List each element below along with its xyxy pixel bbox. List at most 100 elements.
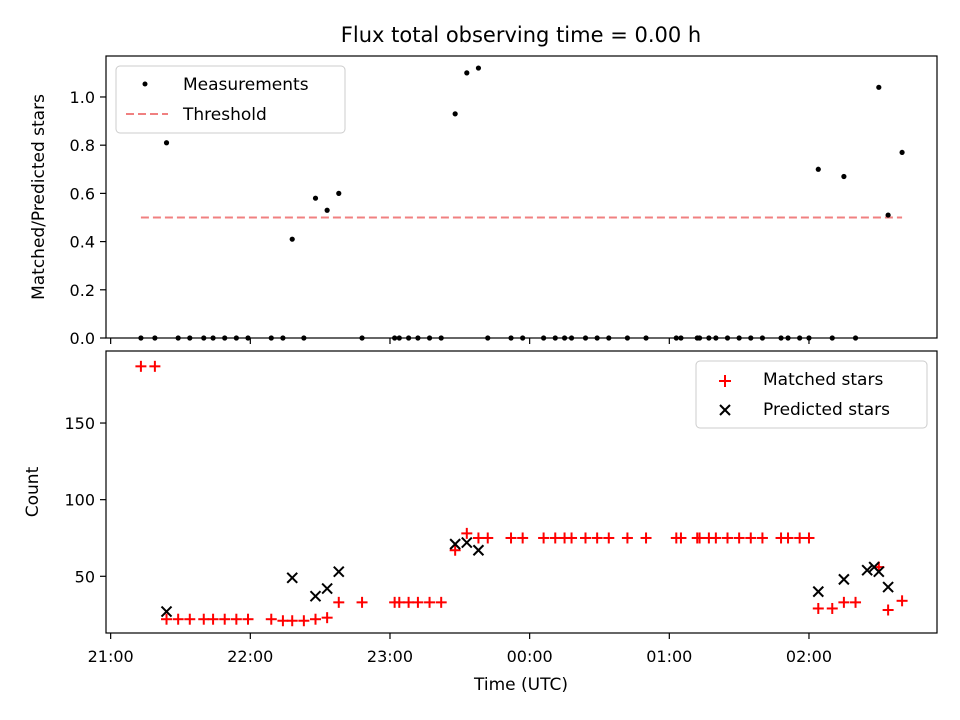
matched-star-point — [803, 532, 815, 544]
matched-star-point — [505, 532, 517, 544]
measurement-point — [876, 84, 882, 90]
top-y-axis-label: Matched/Predicted stars — [29, 94, 49, 300]
predicted-star-point — [461, 536, 473, 549]
bottom-axes-frame — [105, 350, 938, 634]
matched-star-point — [603, 532, 615, 544]
matched-star-point — [265, 613, 277, 625]
matched-star-point — [517, 532, 529, 544]
top-legend-box — [115, 65, 346, 134]
matched-star-point — [812, 602, 824, 614]
matched-star-point — [482, 532, 494, 544]
bottom-plot-area — [135, 360, 908, 627]
matched-star-point — [277, 615, 289, 627]
matched-star-point — [838, 596, 850, 608]
measurement-point — [312, 195, 319, 201]
x-tick-label: 01:00 — [646, 647, 692, 666]
matched-star-point — [640, 532, 652, 544]
matched-star-point — [745, 532, 757, 544]
matched-star-point — [722, 532, 734, 544]
top-legend: Measurements Threshold — [115, 65, 346, 134]
matched-star-point — [135, 360, 147, 372]
matched-star-point — [184, 613, 196, 625]
matched-star-point — [472, 532, 484, 544]
top-x-ticks — [110, 338, 810, 344]
predicted-star-point — [882, 581, 894, 593]
x-axis-label: Time (UTC) — [473, 675, 568, 695]
matched-star-point — [896, 595, 908, 607]
legend-dot-icon — [142, 81, 148, 87]
matched-star-point — [356, 596, 368, 608]
bottom-y-tick-label: 100 — [64, 491, 95, 510]
measurement-point — [289, 236, 295, 242]
legend-label-threshold: Threshold — [182, 105, 267, 125]
top-y-tick-label: 0.0 — [70, 329, 95, 348]
bottom-y-tick-label: 50 — [75, 567, 95, 586]
predicted-star-point — [472, 544, 485, 556]
matched-star-point — [591, 532, 603, 544]
chart-title: Flux total observing time = 0.00 h — [341, 23, 701, 47]
matched-star-point — [393, 596, 405, 608]
matched-star-point — [580, 532, 592, 544]
matched-star-point — [435, 596, 447, 608]
measurement-point — [452, 111, 458, 117]
matched-star-point — [219, 613, 231, 625]
matched-star-point — [675, 532, 687, 544]
matched-star-point — [149, 360, 161, 372]
top-y-tick-label: 1.0 — [70, 88, 95, 107]
measurement-point — [815, 166, 821, 172]
predicted-star-point — [449, 538, 461, 550]
matched-star-point — [566, 532, 578, 544]
measurement-point — [899, 149, 905, 156]
matched-star-point — [198, 613, 210, 625]
top-y-tick-label: 0.8 — [70, 136, 95, 155]
matched-star-point — [461, 527, 473, 539]
predicted-star-point — [812, 585, 824, 598]
matched-star-point — [333, 596, 345, 608]
matched-star-point — [298, 615, 310, 627]
measurement-point — [163, 140, 170, 146]
matched-star-point — [694, 532, 706, 544]
bottom-legend: Matched stars Predicted stars — [695, 360, 928, 429]
matched-star-point — [412, 596, 424, 608]
matched-star-point — [172, 613, 184, 625]
bottom-legend-box — [695, 360, 928, 429]
top-panel: 0.0 0.2 0.4 0.6 0.8 1.0 Matched/Predicted sta… — [29, 55, 938, 348]
matched-star-point — [242, 613, 254, 625]
matched-star-point — [286, 615, 298, 627]
x-tick-label: 23:00 — [367, 647, 413, 666]
measurement-point — [464, 70, 470, 76]
bottom-x-ticks: 21:00 22:00 23:00 00:00 01:00 02:00 — [88, 633, 832, 666]
matched-star-point — [207, 613, 219, 625]
matched-star-point — [309, 613, 321, 625]
matched-star-point — [538, 532, 550, 544]
matched-star-point — [403, 596, 415, 608]
matched-star-point — [621, 532, 633, 544]
bottom-y-axis-label: Count — [23, 466, 43, 517]
matched-star-point — [882, 604, 894, 616]
predicted-star-point — [321, 582, 333, 595]
matched-star-point — [230, 613, 242, 625]
legend-x-icon — [719, 404, 731, 416]
top-y-tick-label: 0.2 — [70, 281, 95, 300]
predicted-star-point — [838, 573, 850, 586]
top-axes-frame — [105, 55, 938, 339]
matched-star-point — [826, 602, 838, 614]
matched-star-point — [424, 596, 436, 608]
matched-star-point — [850, 596, 862, 608]
predicted-star-point — [160, 605, 173, 618]
legend-plus-icon — [719, 375, 731, 387]
x-tick-label: 22:00 — [227, 647, 273, 666]
matched-star-point — [549, 532, 561, 544]
predicted-star-point — [333, 565, 345, 578]
matched-star-point — [449, 544, 461, 556]
x-tick-label: 21:00 — [88, 647, 134, 666]
bottom-y-tick-label: 150 — [64, 414, 95, 433]
predicted-star-point — [309, 590, 322, 602]
top-y-tick-label: 0.4 — [70, 233, 95, 252]
matched-star-point — [782, 532, 794, 544]
predicted-star-point — [861, 564, 873, 576]
legend-label-measurements: Measurements — [183, 75, 309, 95]
x-tick-label: 02:00 — [786, 647, 832, 666]
